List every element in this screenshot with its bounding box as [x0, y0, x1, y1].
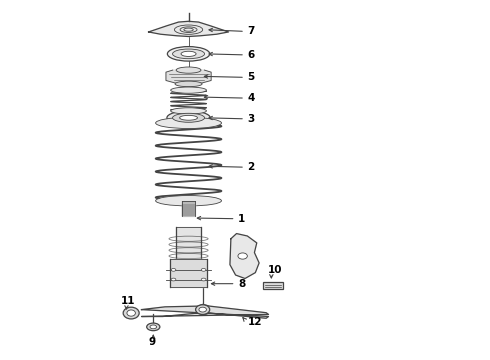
- Polygon shape: [230, 234, 259, 279]
- Text: 12: 12: [247, 317, 262, 327]
- Ellipse shape: [167, 111, 210, 125]
- Text: 5: 5: [247, 72, 255, 82]
- Bar: [263, 282, 283, 289]
- Polygon shape: [148, 21, 228, 36]
- Ellipse shape: [181, 51, 196, 57]
- Ellipse shape: [127, 310, 135, 316]
- Ellipse shape: [156, 195, 221, 206]
- Ellipse shape: [171, 108, 206, 114]
- Text: 1: 1: [238, 214, 245, 224]
- Ellipse shape: [238, 253, 247, 259]
- Ellipse shape: [147, 323, 160, 331]
- Text: 4: 4: [247, 93, 255, 103]
- Polygon shape: [142, 305, 269, 318]
- Ellipse shape: [156, 117, 221, 129]
- Text: 10: 10: [268, 265, 282, 275]
- Ellipse shape: [201, 269, 206, 271]
- Text: 3: 3: [247, 114, 255, 124]
- Polygon shape: [170, 260, 207, 287]
- Polygon shape: [176, 227, 201, 260]
- Ellipse shape: [150, 325, 157, 329]
- Ellipse shape: [172, 49, 204, 59]
- Ellipse shape: [171, 278, 176, 281]
- Ellipse shape: [171, 87, 206, 93]
- Polygon shape: [182, 201, 195, 216]
- Ellipse shape: [171, 269, 176, 271]
- Ellipse shape: [180, 115, 197, 120]
- Text: 9: 9: [148, 337, 156, 347]
- Ellipse shape: [175, 81, 202, 87]
- Ellipse shape: [199, 307, 206, 312]
- Ellipse shape: [123, 307, 139, 319]
- Polygon shape: [166, 70, 211, 84]
- Text: 7: 7: [247, 26, 255, 36]
- Ellipse shape: [176, 67, 201, 73]
- Ellipse shape: [201, 278, 206, 281]
- Text: 2: 2: [247, 162, 255, 172]
- Ellipse shape: [168, 46, 210, 61]
- Ellipse shape: [172, 113, 204, 122]
- Ellipse shape: [196, 305, 210, 314]
- Text: 11: 11: [121, 296, 135, 306]
- Text: 8: 8: [238, 279, 245, 289]
- Text: 6: 6: [247, 50, 255, 60]
